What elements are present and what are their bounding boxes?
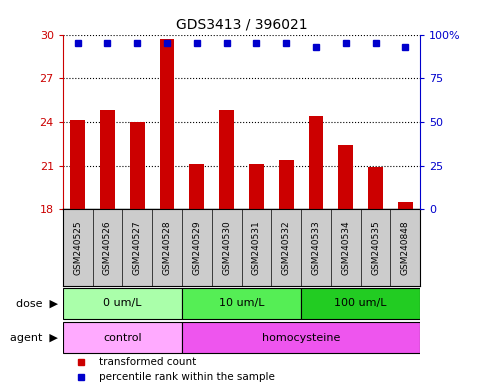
Bar — [398, 202, 413, 209]
Bar — [63, 288, 182, 319]
Text: GSM240530: GSM240530 — [222, 220, 231, 275]
Text: 0 um/L: 0 um/L — [103, 298, 142, 308]
Text: GSM240529: GSM240529 — [192, 220, 201, 275]
Bar — [189, 164, 204, 209]
Text: GDS3413 / 396021: GDS3413 / 396021 — [176, 17, 307, 31]
Text: homocysteine: homocysteine — [262, 333, 340, 343]
Bar — [368, 167, 383, 209]
Text: 100 um/L: 100 um/L — [334, 298, 387, 308]
Bar — [159, 39, 174, 209]
Text: GSM240534: GSM240534 — [341, 220, 350, 275]
Text: GSM240532: GSM240532 — [282, 220, 291, 275]
Text: control: control — [103, 333, 142, 343]
Text: percentile rank within the sample: percentile rank within the sample — [99, 372, 274, 382]
Text: GSM240848: GSM240848 — [401, 220, 410, 275]
Bar — [182, 288, 301, 319]
Bar — [219, 110, 234, 209]
Bar — [279, 160, 294, 209]
Text: GSM240528: GSM240528 — [163, 220, 171, 275]
Text: GSM240533: GSM240533 — [312, 220, 320, 275]
Bar — [182, 323, 420, 353]
Bar — [70, 121, 85, 209]
Bar — [301, 288, 420, 319]
Text: GSM240527: GSM240527 — [133, 220, 142, 275]
Bar — [63, 323, 182, 353]
Text: GSM240525: GSM240525 — [73, 220, 82, 275]
Bar — [338, 145, 353, 209]
Text: 10 um/L: 10 um/L — [219, 298, 264, 308]
Text: agent  ▶: agent ▶ — [10, 333, 58, 343]
Bar — [130, 122, 145, 209]
Text: dose  ▶: dose ▶ — [16, 298, 58, 308]
Text: GSM240526: GSM240526 — [103, 220, 112, 275]
Bar — [100, 110, 115, 209]
Text: GSM240535: GSM240535 — [371, 220, 380, 275]
Text: transformed count: transformed count — [99, 358, 196, 367]
Bar — [309, 116, 324, 209]
Bar — [249, 164, 264, 209]
Text: GSM240531: GSM240531 — [252, 220, 261, 275]
